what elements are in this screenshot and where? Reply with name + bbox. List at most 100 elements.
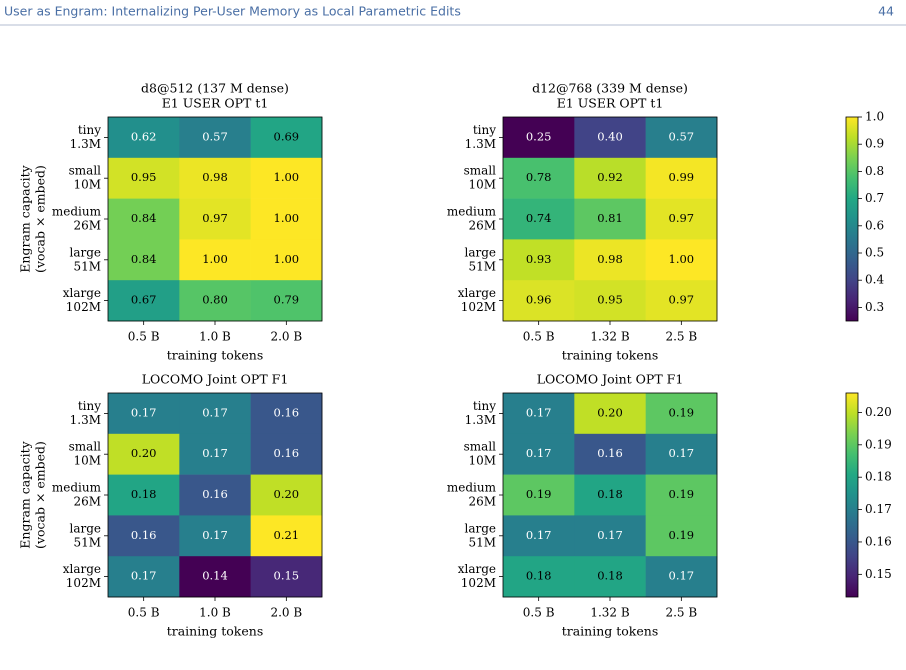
cell-label: 0.16 — [274, 446, 300, 460]
cell-label: 0.18 — [526, 569, 552, 583]
heat-cell — [250, 515, 323, 557]
cell-label: 0.15 — [274, 569, 300, 583]
cell-label: 0.20 — [131, 446, 157, 460]
colorbar-tick-label: 0.4 — [865, 273, 884, 287]
heat-cell — [574, 556, 646, 598]
heat-cell — [108, 280, 180, 322]
y-tick-label: 51M — [73, 259, 101, 273]
heat-cell — [179, 474, 251, 516]
cell-label: 0.19 — [669, 487, 695, 501]
heat-cell — [645, 474, 718, 516]
cell-label: 0.20 — [597, 405, 623, 419]
y-tick-label: 102M — [66, 576, 101, 590]
heat-cell — [108, 239, 180, 281]
cell-label: 0.74 — [526, 211, 552, 225]
x-axis-label: training tokens — [167, 624, 264, 639]
heat-cell — [250, 556, 323, 598]
chart-title: E1 USER OPT t1 — [162, 96, 269, 111]
chart-title: E1 USER OPT t1 — [557, 96, 664, 111]
colorbar-tick-label: 0.7 — [865, 191, 884, 205]
cell-label: 0.17 — [526, 405, 552, 419]
cell-label: 1.00 — [274, 211, 300, 225]
cell-label: 0.17 — [202, 528, 228, 542]
y-axis-label: Engram capacity (vocab × embed) — [18, 164, 48, 273]
chart-title: LOCOMO Joint OPT F1 — [537, 372, 684, 387]
x-axis-label: training tokens — [167, 348, 264, 363]
heat-cell — [179, 239, 251, 281]
page-number: 44 — [878, 4, 894, 19]
cell-label: 1.00 — [274, 252, 300, 266]
colorbar-tick-label: 0.19 — [865, 437, 892, 451]
heat-cell — [108, 433, 180, 475]
y-tick-label: 26M — [468, 219, 496, 233]
y-tick-label: 102M — [461, 576, 496, 590]
running-header: User as Engram: Internalizing Per-User M… — [4, 4, 461, 19]
cell-label: 0.57 — [669, 129, 695, 143]
cell-label: 1.00 — [274, 170, 300, 184]
colorbar-tick-label: 0.9 — [865, 137, 884, 151]
colorbar-tick-label: 0.6 — [865, 218, 884, 232]
heat-cell — [108, 556, 180, 598]
x-tick-label: 1.0 B — [199, 606, 231, 620]
x-tick-label: 0.5 B — [128, 606, 160, 620]
colorbar — [845, 392, 859, 598]
y-tick-label: 1.3M — [70, 137, 101, 151]
colorbar-tick-label: 0.18 — [865, 470, 892, 484]
x-tick-label: 0.5 B — [128, 330, 160, 344]
y-tick-label: 10M — [73, 454, 101, 468]
heat-cell — [574, 157, 646, 199]
y-tick-label: 10M — [468, 454, 496, 468]
y-tick-label: tiny — [78, 399, 101, 413]
y-tick-label: tiny — [78, 123, 101, 137]
y-tick-label: large — [464, 521, 496, 535]
y-tick-label: 51M — [468, 259, 496, 273]
heat-cell — [179, 556, 251, 598]
y-tick-label: 26M — [468, 495, 496, 509]
heat-cell — [108, 157, 180, 199]
cell-label: 0.18 — [131, 487, 157, 501]
heat-cell — [179, 433, 251, 475]
y-axis-label-line: (vocab × embed) — [33, 441, 48, 549]
y-tick-label: tiny — [473, 399, 496, 413]
x-tick-label: 0.5 B — [523, 606, 555, 620]
y-tick-label: medium — [447, 481, 497, 495]
heat-cell — [645, 515, 718, 557]
cell-label: 1.00 — [669, 252, 695, 266]
heat-cell — [250, 157, 323, 199]
heat-cell — [574, 474, 646, 516]
x-tick-label: 1.32 B — [590, 606, 630, 620]
cell-label: 0.99 — [669, 170, 695, 184]
y-tick-label: 1.3M — [465, 137, 496, 151]
heat-cell — [250, 474, 323, 516]
y-tick-label: 102M — [66, 300, 101, 314]
y-tick-label: xlarge — [458, 286, 496, 300]
x-tick-label: 0.5 B — [523, 330, 555, 344]
cell-label: 0.40 — [597, 129, 623, 143]
y-tick-label: xlarge — [63, 562, 101, 576]
heat-cell — [503, 117, 575, 159]
y-tick-label: 51M — [73, 535, 101, 549]
cell-label: 0.17 — [202, 446, 228, 460]
heat-cell — [503, 239, 575, 281]
cell-label: 0.84 — [131, 211, 157, 225]
y-axis-label: Engram capacity (vocab × embed) — [18, 440, 48, 549]
cell-label: 0.67 — [131, 293, 157, 307]
cell-label: 0.95 — [597, 293, 623, 307]
y-tick-label: small — [464, 440, 497, 454]
cell-label: 0.18 — [597, 487, 623, 501]
heat-cell — [250, 393, 323, 435]
cell-label: 0.80 — [202, 293, 228, 307]
cell-label: 0.95 — [131, 170, 157, 184]
heat-cell — [503, 393, 575, 435]
cell-label: 0.17 — [202, 405, 228, 419]
cell-label: 0.96 — [526, 293, 552, 307]
heat-cell — [250, 117, 323, 159]
chart-title: LOCOMO Joint OPT F1 — [142, 372, 289, 387]
cell-label: 0.17 — [131, 569, 157, 583]
heat-cell — [250, 280, 323, 322]
cell-label: 0.97 — [669, 211, 695, 225]
cell-label: 0.19 — [669, 405, 695, 419]
heat-cell — [645, 239, 718, 281]
y-tick-label: 10M — [468, 178, 496, 192]
cell-label: 0.17 — [526, 446, 552, 460]
